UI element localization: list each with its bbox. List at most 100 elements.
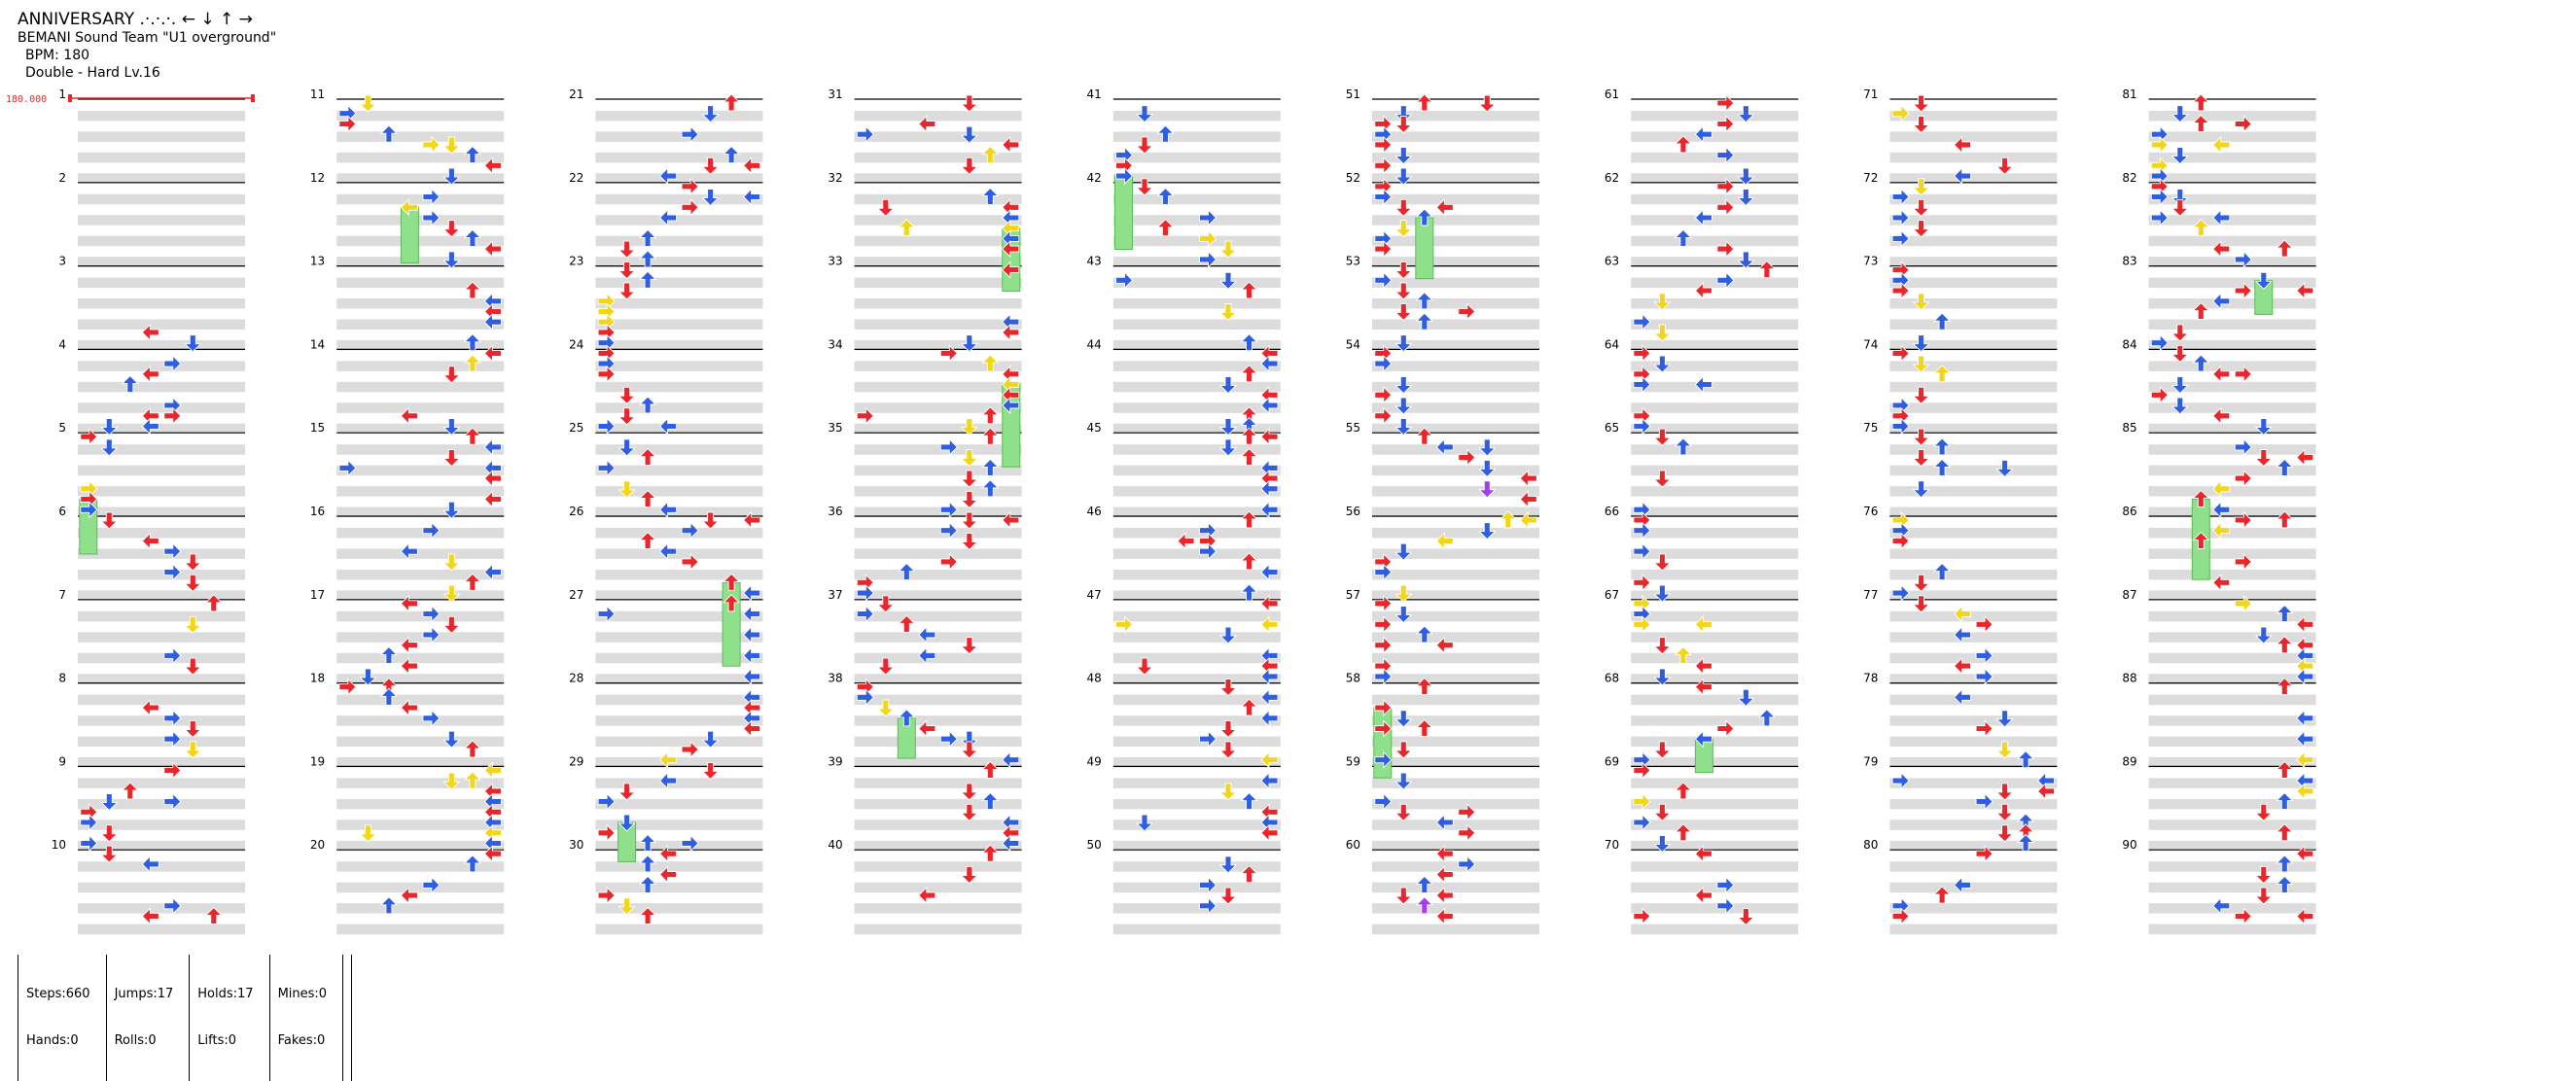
measure-number: 26	[569, 505, 583, 518]
step-arrow-shape	[939, 501, 958, 519]
step-arrow-shape	[1653, 428, 1672, 446]
step-arrow-shape	[1716, 719, 1735, 738]
beat-band	[1631, 610, 1799, 622]
measure-number: 81	[2122, 87, 2136, 101]
hold-body	[1373, 707, 1393, 779]
step-arrow-shape	[1435, 532, 1454, 550]
measure-number: 40	[828, 838, 842, 852]
beat-band	[595, 528, 763, 539]
step-arrow-shape	[463, 228, 481, 247]
beat-band	[595, 298, 763, 309]
step-arrow	[1737, 251, 1755, 269]
beat-band	[595, 339, 763, 351]
step-arrow	[639, 250, 657, 268]
step-arrow-shape	[463, 771, 481, 789]
step-arrow-shape	[359, 824, 377, 843]
step-arrow-shape	[2234, 510, 2252, 530]
step-arrow	[1653, 324, 1672, 342]
step-arrow	[1953, 657, 1972, 676]
step-arrow-shape	[2150, 135, 2169, 154]
step-arrow-shape	[1653, 803, 1672, 821]
step-arrow-shape	[876, 595, 895, 613]
step-arrow-shape	[1891, 208, 1910, 227]
beat-band	[854, 674, 1022, 684]
beat-band	[1889, 674, 2058, 684]
beat-band	[595, 652, 763, 664]
stats-col-jumps: Jumps:17 Rolls:0	[105, 955, 190, 1081]
step-arrow-shape	[2234, 365, 2252, 383]
beat-band	[1889, 882, 2058, 893]
step-arrow-shape	[184, 741, 202, 759]
step-arrow	[1394, 418, 1413, 436]
step-arrow	[658, 417, 678, 436]
step-arrow	[141, 365, 159, 383]
beat-band	[595, 361, 763, 371]
step-arrow-shape	[1260, 688, 1279, 707]
step-arrow-shape	[1674, 823, 1692, 842]
step-arrow-shape	[1218, 240, 1238, 259]
step-arrow-shape	[1199, 250, 1217, 268]
measure-number: 4	[58, 337, 66, 351]
step-arrow	[1394, 167, 1413, 186]
step-arrow	[1975, 667, 1994, 685]
step-arrow-shape	[1653, 668, 1672, 686]
measure-number: 24	[569, 337, 583, 351]
step-arrow-shape	[981, 479, 1000, 498]
step-arrow-shape	[338, 459, 357, 477]
step-arrow-shape	[1199, 876, 1217, 894]
beat-band	[2148, 736, 2316, 747]
step-arrow-shape	[618, 814, 636, 832]
beat-band	[78, 590, 245, 601]
step-arrow	[141, 417, 159, 436]
step-arrow	[1394, 606, 1413, 624]
step-arrow-shape	[939, 730, 958, 749]
step-arrow	[100, 418, 119, 436]
step-arrow	[2212, 479, 2231, 498]
step-arrow	[2212, 896, 2231, 915]
beat-band	[1112, 215, 1281, 226]
step-arrow	[1394, 282, 1413, 300]
beat-band	[854, 652, 1022, 664]
step-arrow	[701, 189, 720, 207]
step-arrow	[1912, 355, 1930, 373]
step-arrow	[1374, 636, 1393, 654]
step-arrow	[1218, 783, 1238, 801]
step-arrow	[681, 177, 699, 195]
step-arrow-shape	[618, 407, 636, 426]
step-arrow-shape	[483, 240, 502, 259]
beat-band	[336, 402, 505, 413]
step-arrow-shape	[639, 489, 657, 507]
step-arrow-shape	[1694, 887, 1712, 905]
step-arrow	[658, 845, 678, 863]
step-arrow	[100, 511, 119, 530]
step-arrow	[1374, 271, 1393, 290]
step-arrow-shape	[1394, 167, 1413, 186]
step-arrow-shape	[658, 865, 678, 884]
beat-band	[1372, 882, 1539, 893]
step-arrow-shape	[1415, 292, 1433, 310]
step-arrow-shape	[1653, 470, 1672, 488]
beat-band	[336, 778, 505, 788]
step-arrow	[1716, 896, 1735, 915]
step-arrow-shape	[2192, 93, 2210, 112]
step-arrow-shape	[184, 334, 202, 353]
step-arrow	[121, 374, 139, 394]
step-arrow	[1218, 303, 1238, 322]
step-arrow-shape	[1933, 458, 1952, 476]
step-arrow-shape	[742, 719, 761, 738]
step-arrow-shape	[1394, 418, 1413, 436]
beat-band	[2148, 423, 2316, 435]
measure-number: 9	[58, 754, 66, 768]
step-arrow	[1716, 198, 1735, 217]
beat-band	[1889, 903, 2058, 914]
step-arrow	[1975, 845, 1994, 863]
step-arrow-shape	[2276, 875, 2294, 893]
step-arrow-shape	[1435, 813, 1454, 832]
step-arrow	[1394, 542, 1413, 561]
beat-band	[1631, 736, 1799, 747]
beat-band	[336, 298, 505, 309]
step-arrow-shape	[2254, 803, 2273, 821]
beat-band	[1112, 778, 1281, 788]
step-arrow	[701, 730, 720, 749]
step-arrow-shape	[184, 615, 202, 634]
